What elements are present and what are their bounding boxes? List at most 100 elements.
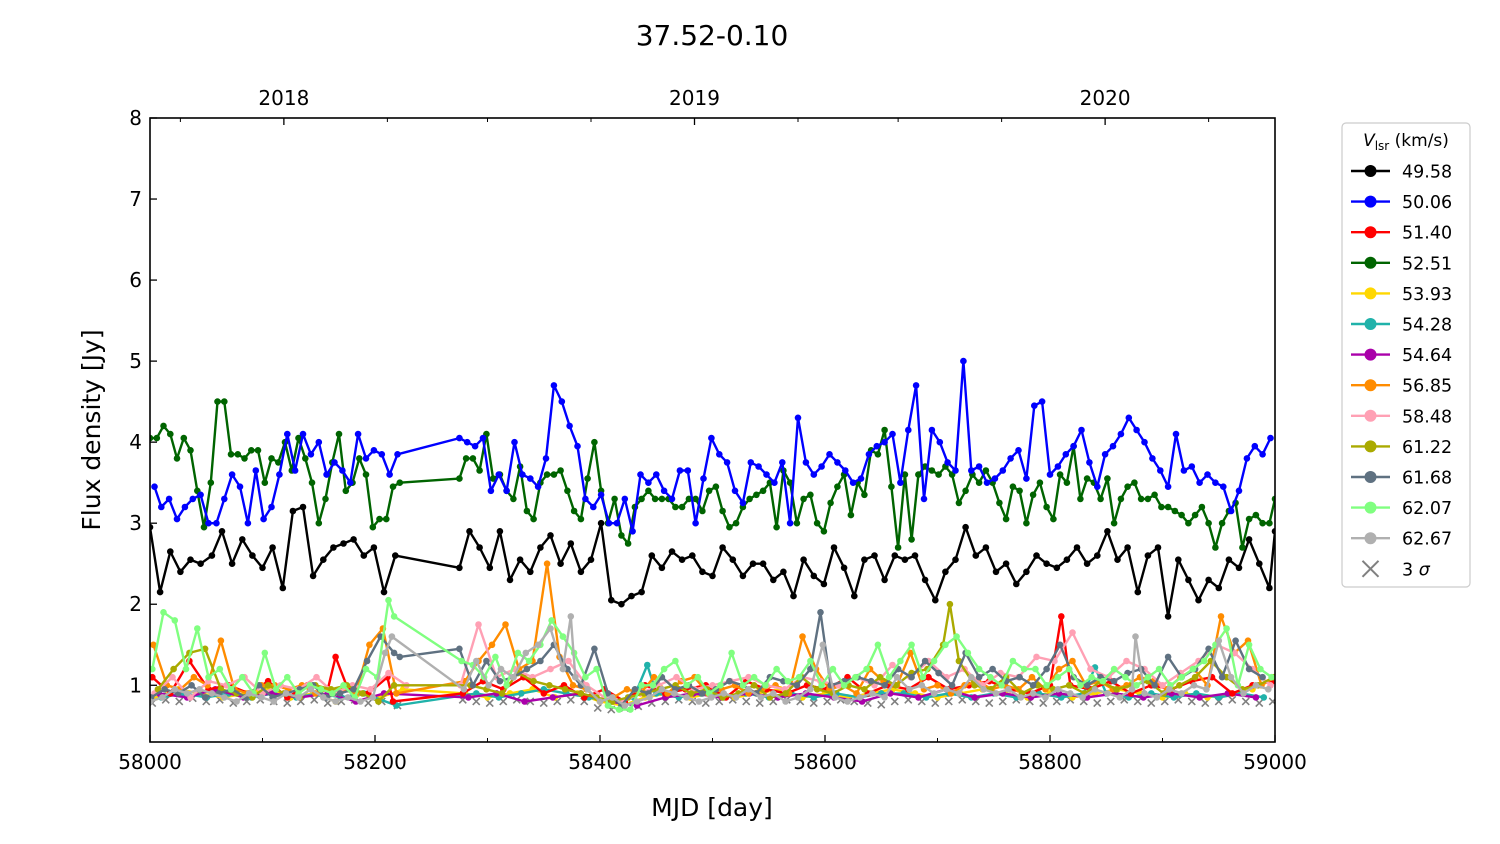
- y-tick-label: 5: [129, 349, 142, 373]
- data-point: [360, 552, 368, 559]
- legend-label: 61.68: [1402, 469, 1452, 489]
- data-point: [1117, 430, 1125, 438]
- data-point: [871, 552, 878, 559]
- data-point: [719, 544, 726, 551]
- data-point: [187, 556, 194, 563]
- data-point: [861, 686, 868, 693]
- data-point: [487, 487, 495, 495]
- data-point: [780, 568, 787, 576]
- data-point: [757, 694, 765, 701]
- data-point: [329, 690, 336, 697]
- data-point: [726, 523, 733, 531]
- data-point: [975, 479, 983, 487]
- x-tick-label: 58000: [118, 750, 182, 774]
- data-point: [1055, 665, 1063, 673]
- data-point: [623, 686, 631, 693]
- data-point: [559, 633, 567, 640]
- data-point: [386, 471, 393, 478]
- sigma3-marker: [823, 697, 832, 706]
- data-point: [795, 673, 803, 681]
- data-point: [205, 519, 212, 527]
- data-point: [891, 552, 899, 559]
- data-point: [1002, 515, 1010, 523]
- data-point: [739, 572, 747, 580]
- data-point: [1104, 690, 1111, 697]
- data-point: [1196, 694, 1203, 701]
- data-point: [213, 519, 220, 527]
- data-point: [847, 511, 855, 519]
- legend-item: 61.68: [1351, 469, 1452, 489]
- sigma3-marker: [175, 697, 184, 706]
- data-point: [717, 682, 724, 689]
- data-point: [1094, 483, 1101, 491]
- data-point: [241, 455, 248, 462]
- data-point: [750, 682, 758, 689]
- data-point: [604, 690, 612, 697]
- data-point: [1164, 613, 1172, 620]
- legend-label: 54.64: [1402, 346, 1452, 366]
- data-point: [167, 548, 174, 555]
- data-point: [1086, 459, 1093, 466]
- data-point: [1256, 560, 1263, 567]
- data-point: [660, 487, 668, 495]
- data-point: [782, 690, 789, 697]
- data-point: [591, 645, 598, 653]
- data-point: [1131, 479, 1138, 487]
- data-point: [462, 455, 470, 462]
- data-point: [1053, 564, 1061, 572]
- data-point: [216, 665, 224, 673]
- data-point: [597, 519, 605, 527]
- data-point: [308, 479, 316, 487]
- data-point: [367, 686, 374, 693]
- data-point: [205, 673, 212, 681]
- data-point: [291, 467, 299, 474]
- legend-item: 51.40: [1351, 224, 1452, 244]
- data-point: [322, 495, 329, 503]
- data-point: [628, 592, 635, 600]
- y-tick-label: 1: [129, 673, 142, 697]
- sigma3-marker: [283, 699, 292, 708]
- data-point: [813, 686, 821, 693]
- data-point: [1101, 451, 1109, 458]
- data-point: [1031, 402, 1038, 410]
- data-point: [930, 657, 938, 665]
- data-point: [638, 682, 645, 689]
- data-point: [982, 544, 990, 551]
- data-point: [276, 471, 283, 478]
- data-point: [673, 673, 680, 681]
- data-point: [1175, 556, 1182, 563]
- data-point: [952, 467, 959, 474]
- data-point: [492, 653, 499, 661]
- data-point: [1144, 495, 1152, 503]
- data-point: [802, 459, 810, 466]
- data-point: [582, 673, 589, 681]
- data-point: [1058, 613, 1065, 620]
- data-point: [762, 682, 769, 689]
- data-point: [857, 475, 865, 482]
- data-point: [1178, 690, 1185, 697]
- data-point: [1110, 519, 1118, 527]
- data-point: [893, 673, 901, 681]
- data-point: [383, 515, 390, 523]
- data-point: [1065, 665, 1073, 673]
- data-point: [844, 698, 851, 705]
- data-point: [1017, 694, 1025, 701]
- data-point: [1033, 552, 1040, 559]
- data-point: [1133, 426, 1140, 434]
- data-point: [264, 682, 272, 689]
- data-point: [577, 515, 585, 523]
- data-point: [672, 503, 679, 511]
- data-point: [863, 665, 870, 673]
- data-point: [596, 698, 604, 705]
- sigma3-marker: [1147, 699, 1156, 708]
- data-point: [618, 532, 625, 539]
- data-point: [921, 576, 929, 584]
- data-point: [475, 621, 482, 628]
- data-point: [173, 515, 181, 523]
- data-point: [483, 657, 490, 665]
- data-point: [194, 625, 201, 632]
- data-point: [1223, 625, 1230, 632]
- data-point: [340, 540, 347, 547]
- legend-item: 54.28: [1351, 316, 1452, 336]
- data-point: [171, 617, 179, 624]
